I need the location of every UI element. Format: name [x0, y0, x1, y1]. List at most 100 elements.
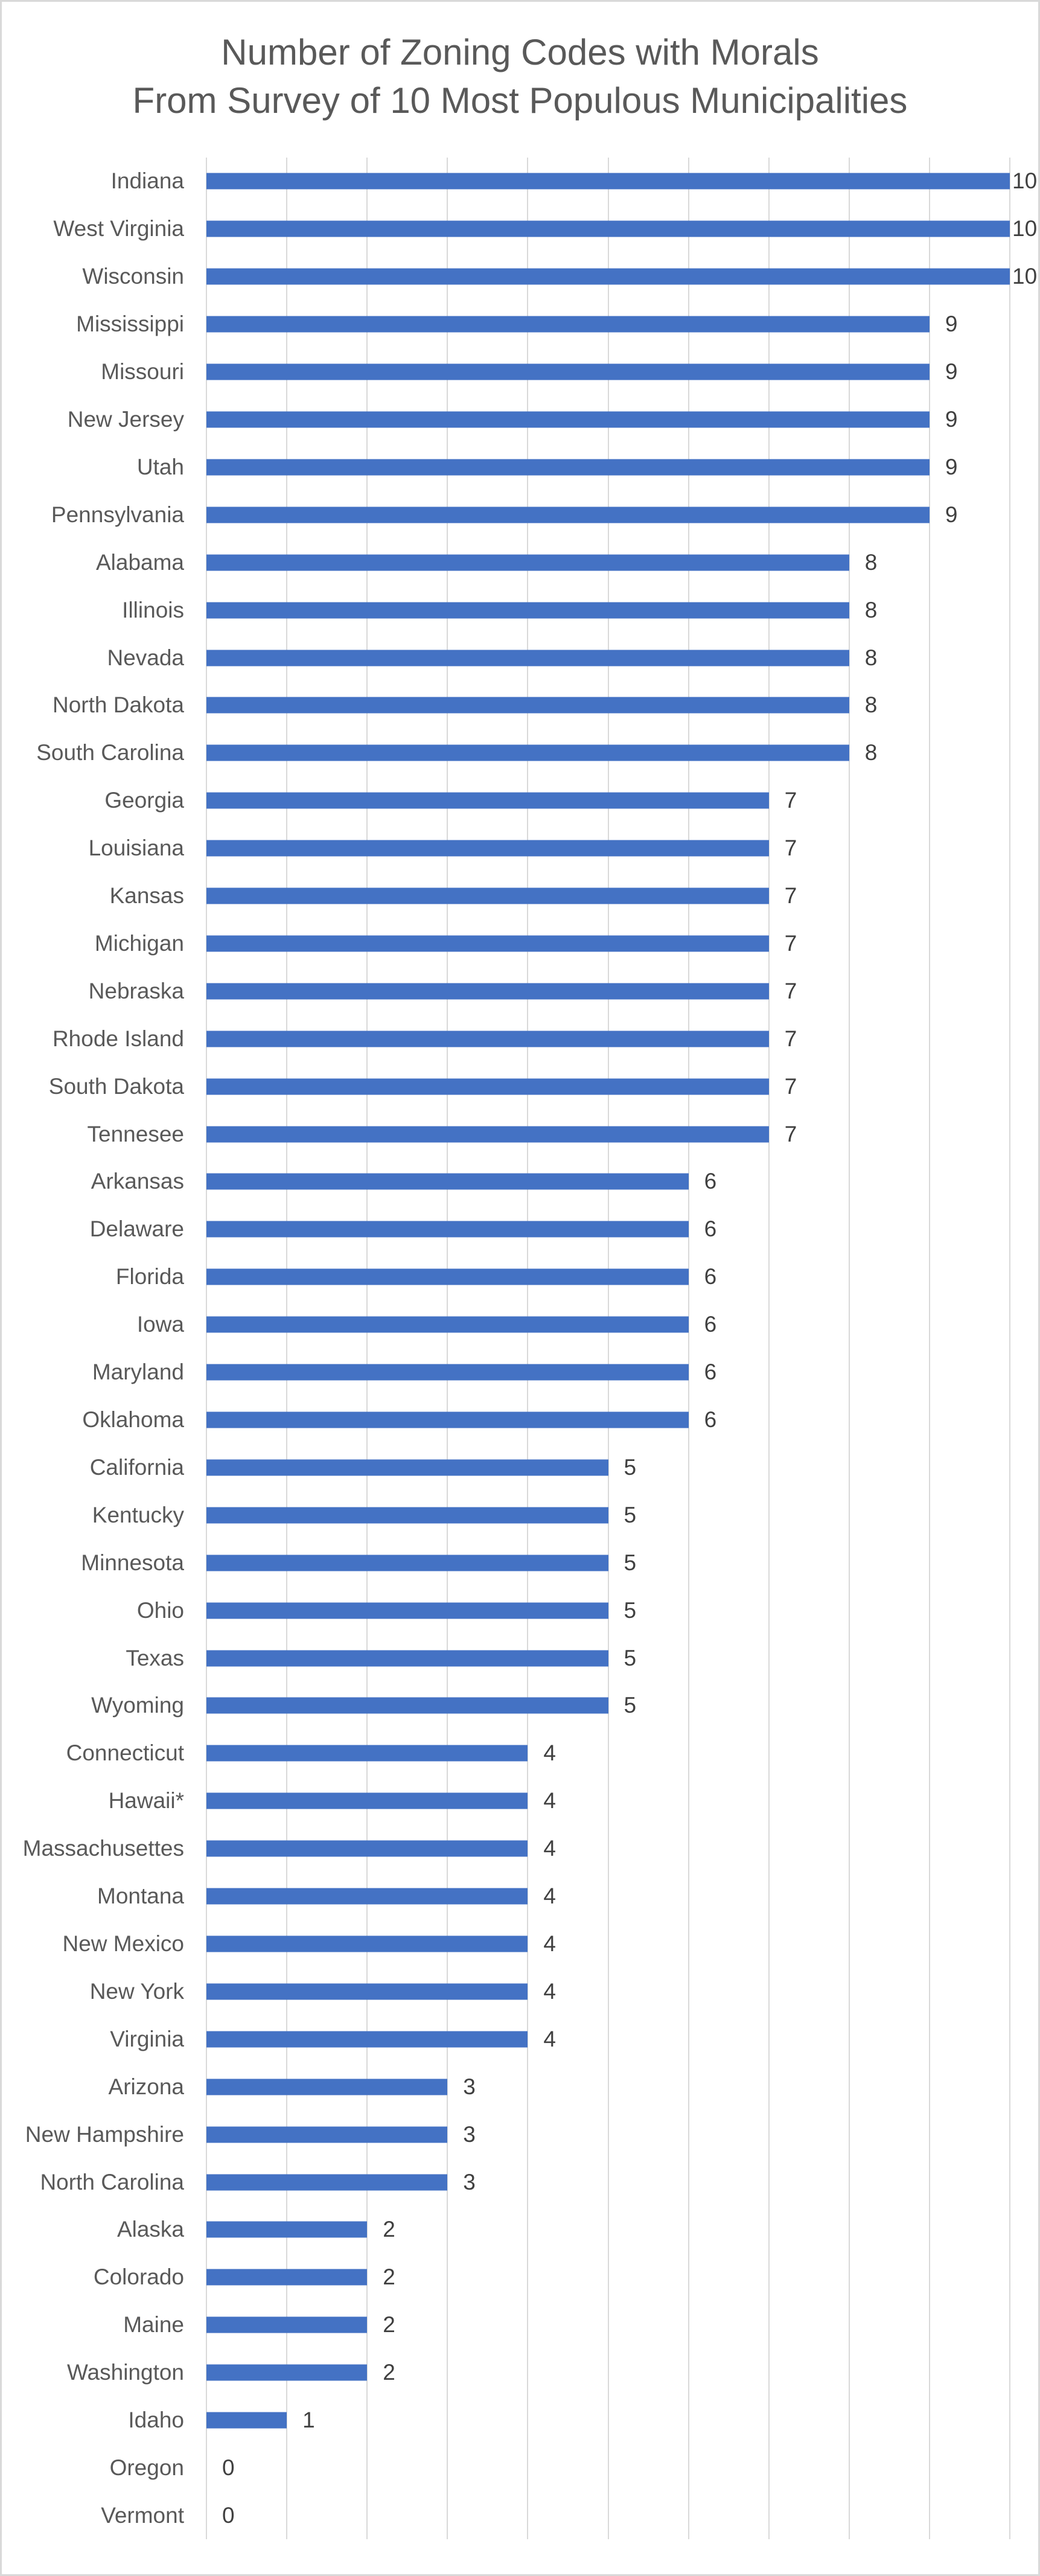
- value-label: 6: [704, 1216, 717, 1242]
- bar-row: South Dakota 7: [49, 1063, 1010, 1110]
- category-label: Connecticut: [66, 1740, 184, 1766]
- category-label: Arkansas: [91, 1169, 184, 1194]
- value-label: 5: [624, 1550, 637, 1575]
- bar: [206, 1792, 528, 1809]
- bar: [206, 840, 769, 857]
- category-label: California: [89, 1454, 184, 1480]
- value-label: 2: [383, 2217, 395, 2242]
- bar-row: California 5: [90, 1443, 1010, 1491]
- value-label: 5: [624, 1693, 637, 1718]
- category-label: Louisiana: [88, 836, 184, 861]
- category-label: North Carolina: [40, 2169, 184, 2194]
- bar: [206, 1935, 528, 1952]
- value-label: 5: [624, 1502, 637, 1527]
- value-label: 0: [222, 2502, 235, 2528]
- value-label: 6: [704, 1360, 717, 1385]
- bar-row: Colorado 2: [94, 2254, 1010, 2301]
- category-label: Kentucky: [92, 1502, 184, 1527]
- bar: [206, 792, 769, 809]
- category-label: Idaho: [128, 2408, 184, 2433]
- value-label: 7: [784, 883, 797, 909]
- gridline-x-2: [366, 158, 368, 2539]
- bar-row: Oklahoma 6: [82, 1396, 1010, 1444]
- bar-row: Minnesota 5: [81, 1539, 1010, 1587]
- bar: [206, 268, 1010, 285]
- gridline-x-4: [527, 158, 529, 2539]
- value-label: 2: [383, 2264, 395, 2290]
- category-label: Indiana: [110, 168, 184, 194]
- category-label: Ohio: [136, 1597, 184, 1623]
- value-label: 7: [784, 930, 797, 956]
- bar-row: Rhode Island 7: [53, 1015, 1010, 1063]
- bar-row: Nebraska 7: [89, 967, 1010, 1015]
- value-label: 8: [864, 645, 878, 670]
- value-label: 10: [1012, 216, 1038, 241]
- bar-row: Louisiana 7: [89, 825, 1010, 872]
- value-label: 7: [784, 788, 797, 813]
- bar: [206, 744, 849, 761]
- bar-row: Oregon 0: [110, 2444, 1010, 2492]
- category-label: Washington: [66, 2360, 184, 2385]
- bar-row: North Dakota 8: [53, 682, 1010, 729]
- value-label: 7: [784, 1121, 797, 1146]
- value-label: 8: [864, 549, 878, 575]
- value-label: 4: [543, 1740, 556, 1766]
- category-label: Illinois: [122, 597, 184, 622]
- gridline-x-3: [447, 158, 448, 2539]
- bar: [206, 2174, 448, 2191]
- value-label: 7: [784, 1073, 797, 1099]
- bar: [206, 1126, 769, 1143]
- value-label: 9: [945, 454, 958, 479]
- bar-row: West Virginia 10: [53, 205, 1037, 253]
- bar: [206, 2031, 528, 2048]
- category-label: Pennsylvania: [51, 502, 184, 527]
- value-label: 9: [945, 406, 958, 432]
- bar-row: Alaska 2: [117, 2206, 1010, 2254]
- bar: [206, 1983, 528, 2000]
- value-label: 5: [624, 1597, 637, 1623]
- value-label: 10: [1012, 264, 1038, 289]
- bar-row: New Hampshire 3: [25, 2111, 1010, 2158]
- value-label: 0: [222, 2455, 235, 2480]
- category-label: Rhode Island: [52, 1026, 184, 1051]
- category-label: Tennesee: [87, 1121, 184, 1146]
- bar-row: New Mexico 4: [63, 1920, 1010, 1968]
- value-label: 9: [945, 312, 958, 337]
- value-label: 7: [784, 1026, 797, 1051]
- category-label: Texas: [126, 1645, 184, 1670]
- value-label: 8: [864, 597, 878, 622]
- value-label: 4: [543, 1836, 556, 1861]
- bar: [206, 1364, 689, 1381]
- gridline-x-6: [687, 158, 689, 2539]
- bar: [206, 1221, 689, 1238]
- bar: [206, 1268, 689, 1285]
- bar: [206, 411, 930, 428]
- value-label: 4: [543, 1978, 556, 2004]
- bar-row: Wyoming 5: [91, 1682, 1010, 1730]
- plot-area: Indiana 10 West Virginia 10 Wisconsin 10 Missi…: [23, 158, 1038, 2539]
- category-label: Georgia: [104, 788, 184, 813]
- value-label: 5: [624, 1454, 637, 1480]
- bar-row: Tennesee 7: [88, 1110, 1010, 1158]
- value-label: 9: [945, 502, 958, 527]
- bar-row: Indiana 10: [111, 158, 1038, 205]
- category-label: New Mexico: [62, 1931, 185, 1956]
- bar-row: Michigan 7: [95, 920, 1010, 968]
- gridline-x-0: [206, 158, 207, 2539]
- bar: [206, 1650, 608, 1667]
- bar: [206, 1459, 608, 1476]
- category-label: Florida: [115, 1264, 184, 1290]
- gridline-x-8: [848, 158, 850, 2539]
- value-label: 6: [704, 1312, 717, 1337]
- bar: [206, 887, 769, 904]
- bar: [206, 1555, 608, 1571]
- bar: [206, 1031, 769, 1047]
- bar: [206, 2412, 287, 2429]
- bar-row: Kansas 7: [110, 872, 1010, 920]
- value-label: 3: [463, 2121, 476, 2147]
- bar-row: Nevada 8: [107, 634, 1010, 682]
- bar: [206, 1602, 608, 1619]
- value-label: 10: [1012, 168, 1038, 194]
- bar-row: Connecticut 4: [66, 1730, 1010, 1777]
